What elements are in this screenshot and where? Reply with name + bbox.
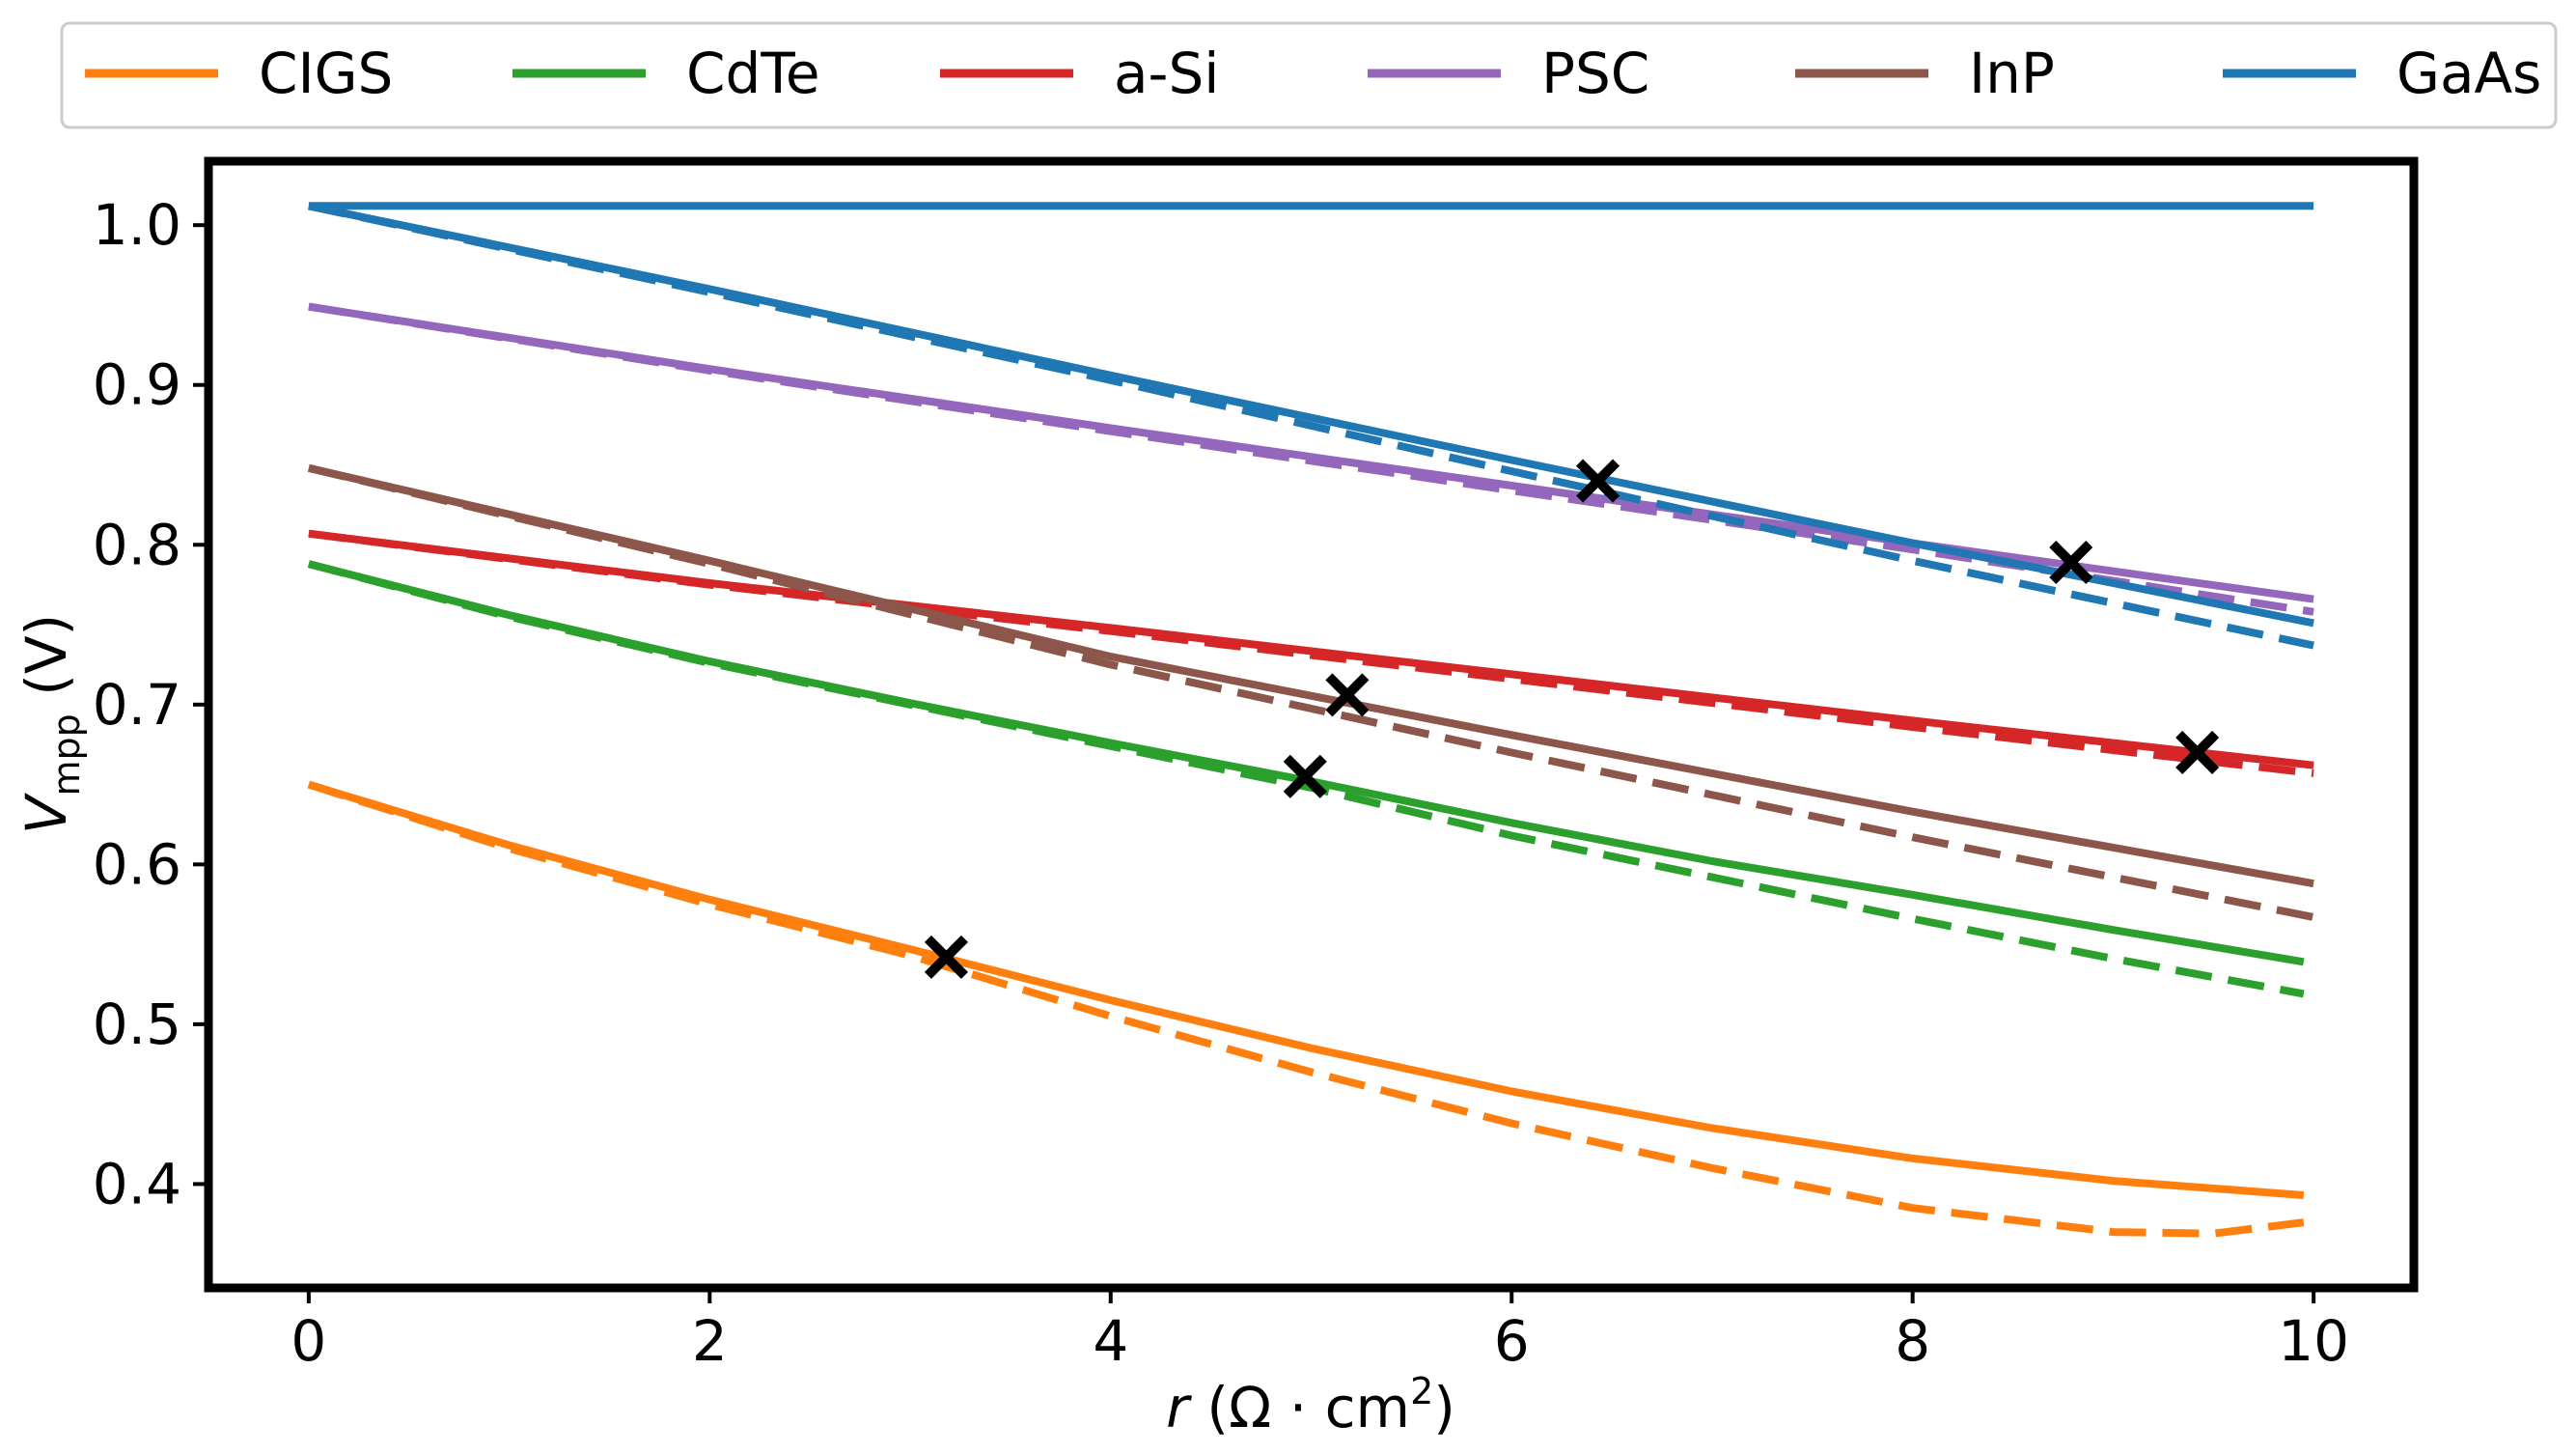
y-axis-title: Vmpp (V)	[14, 614, 88, 834]
marker-x-gaas	[1576, 459, 1620, 503]
series-line-cigs-solid	[307, 780, 2305, 1199]
y-tick-label: 0.5	[93, 992, 181, 1057]
x-tick-label: 6	[1494, 1308, 1530, 1374]
marker-x-cdte	[1283, 754, 1327, 798]
legend-label-inp: InP	[1969, 41, 2055, 106]
legend-label-cdte: CdTe	[686, 41, 820, 106]
legend-item-inp: InP	[1795, 41, 2055, 106]
series-line-cdte-solid	[307, 560, 2305, 966]
y-axis: 0.4 0.5 0.6 0.7 0.8 0.9 1.0	[93, 192, 205, 1216]
marker-x-inp	[1325, 673, 1370, 717]
series-line-gaas-solid	[308, 202, 2314, 628]
legend-label-psc: PSC	[1541, 41, 1649, 106]
marker-x-psc	[2049, 540, 2093, 585]
x-tick-label: 8	[1895, 1308, 1930, 1374]
marker-x-a-si	[2175, 730, 2220, 775]
x-tick-label: 0	[291, 1308, 326, 1374]
x-axis-title: r (Ω · cm2)	[1166, 1370, 1455, 1440]
legend-item-psc: PSC	[1368, 41, 1649, 106]
y-tick-label: 0.4	[93, 1151, 181, 1216]
plot-area	[204, 156, 2419, 1293]
legend-item-gaas: GaAs	[2223, 41, 2541, 106]
y-tick-label: 0.7	[93, 672, 181, 738]
x-axis: 0 2 4 6 8 10	[291, 1292, 2349, 1374]
legend-label-a-si: a-Si	[1114, 41, 1219, 106]
y-tick-label: 0.8	[93, 512, 181, 577]
plot-frame	[204, 156, 2419, 1293]
legend-item-cdte: CdTe	[512, 41, 820, 106]
marker-x-cigs	[924, 935, 968, 979]
y-tick-label: 0.9	[93, 352, 181, 418]
legend-label-cigs: CIGS	[259, 41, 393, 106]
y-tick-label: 1.0	[93, 192, 181, 258]
series-line-cigs-dashed	[307, 780, 2305, 1238]
legend: CIGS CdTe a-Si PSC InP GaAs	[60, 21, 2558, 129]
legend-frame	[60, 21, 2558, 129]
series-line-a-si-solid	[308, 529, 2314, 769]
series-line-psc-solid	[308, 302, 2314, 603]
series-line-inp-solid	[307, 463, 2314, 888]
legend-item-a-si: a-Si	[940, 41, 1219, 106]
y-tick-label: 0.6	[93, 831, 181, 897]
x-tick-label: 10	[2278, 1308, 2349, 1374]
legend-item-cigs: CIGS	[85, 41, 393, 106]
x-tick-label: 4	[1093, 1308, 1128, 1374]
x-tick-label: 2	[692, 1308, 728, 1374]
legend-label-gaas: GaAs	[2396, 41, 2541, 106]
